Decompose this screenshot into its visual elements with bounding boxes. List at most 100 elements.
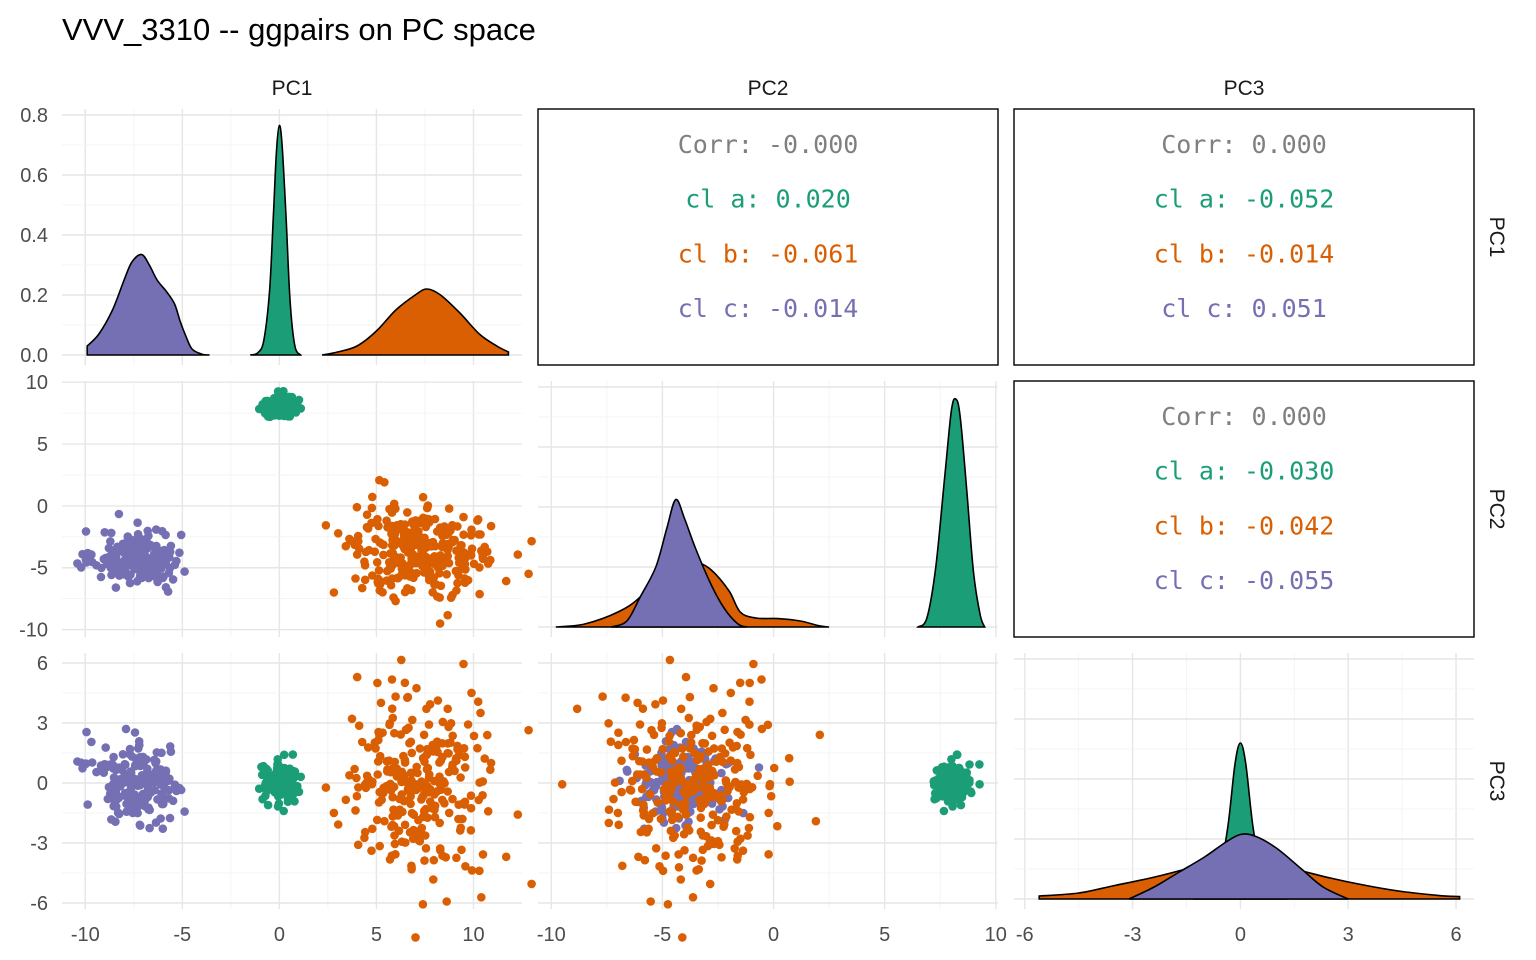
x-tick-label: -3 [1124,924,1142,946]
scatter-point [687,730,696,740]
scatter-point [354,537,363,546]
scatter-point [652,753,662,763]
scatter-point [390,839,400,849]
scatter-point [937,771,946,781]
scatter-point [688,893,698,902]
scatter-point [151,572,160,582]
y-tick-label: -6 [30,893,48,915]
scatter-point [352,791,362,801]
scatter-point [950,775,959,785]
scatter-point [626,786,636,795]
scatter-point [387,851,397,860]
scatter-point [436,756,446,765]
column-label-pc3: PC3 [1224,77,1265,100]
scatter-point [483,807,493,816]
y-tick-label: -3 [30,833,48,855]
correlation-box [1013,108,1475,366]
scatter-point [604,818,614,828]
scatter-point [87,550,96,559]
scatter-point [433,696,443,705]
scatter-point [696,813,705,822]
scatter-point [474,795,484,805]
scatter-point [731,804,741,814]
scatter-point [352,550,362,559]
scatter-point [765,781,774,791]
scatter-point [274,787,283,797]
row-label-pc1: PC1 [1485,217,1508,258]
scatter-point [501,576,511,586]
scatter-point [452,546,461,555]
scatter-point [704,747,713,756]
scatter-point [932,766,942,775]
scatter-point [713,815,723,825]
scatter-point [764,808,773,818]
scatter-point [99,554,109,564]
scatter-point [360,575,370,585]
x-tick-label: 10 [985,924,1007,946]
scatter-point [618,861,627,871]
scatter-point [135,820,145,830]
scatter-point [114,509,124,519]
scatter-point [669,747,679,757]
scatter-point [387,521,397,531]
scatter-point [670,779,679,788]
scatter-point [372,558,382,567]
scatter-point [435,619,445,628]
scatter-point [731,826,741,836]
scatter-point [466,791,476,800]
scatter-point [418,492,428,502]
scatter-point [733,851,742,860]
scatter-point [425,700,435,709]
scatter-point [429,573,439,582]
scatter-point [374,566,384,575]
scatter-point [157,793,167,803]
scatter-point [347,714,357,724]
x-tick-label: 10 [462,924,484,946]
scatter-point [701,795,710,805]
y-tick-label: 0.4 [20,225,48,247]
scatter-point [390,728,399,738]
scatter-point [697,856,706,865]
scatter-point [466,803,476,813]
scatter-point [107,815,116,824]
scatter-point [784,753,794,763]
scatter-point [414,836,424,845]
scatter-point [683,760,693,770]
scatter-point [674,863,684,872]
scatter-point [453,745,462,754]
scatter-point [444,749,453,758]
scatter-point [639,770,649,779]
scatter-point [415,744,425,753]
scatter-point [658,696,668,705]
chart-title: VVV_3310 -- ggpairs on PC space [62,12,536,47]
scatter-point [132,577,142,586]
scatter-point [347,536,357,546]
scatter-point [146,774,155,783]
scatter-point [623,767,632,776]
scatter-point [380,816,389,826]
scatter-point [367,503,377,513]
scatter-point [362,771,372,781]
scatter-point [661,796,670,805]
scatter-point [423,763,433,773]
scatter-point [631,797,640,807]
scatter-point [651,700,660,709]
scatter-point [387,508,397,517]
density-pc2-cl-a [916,397,986,628]
scatter-point [707,820,716,830]
scatter-point [692,721,701,730]
scatter-point [698,738,708,748]
scatter-point [82,558,91,567]
scatter-point [383,765,392,774]
scatter-point [483,559,493,568]
scatter-point [666,767,676,777]
scatter-point [294,787,304,797]
scatter-point [435,772,444,781]
column-label-pc2: PC2 [748,77,789,100]
scatter-point [463,720,473,729]
scatter-point [952,750,962,760]
scatter-point [715,840,724,850]
scatter-point [400,587,410,597]
scatter-point [83,800,92,809]
scatter-point [168,796,178,806]
